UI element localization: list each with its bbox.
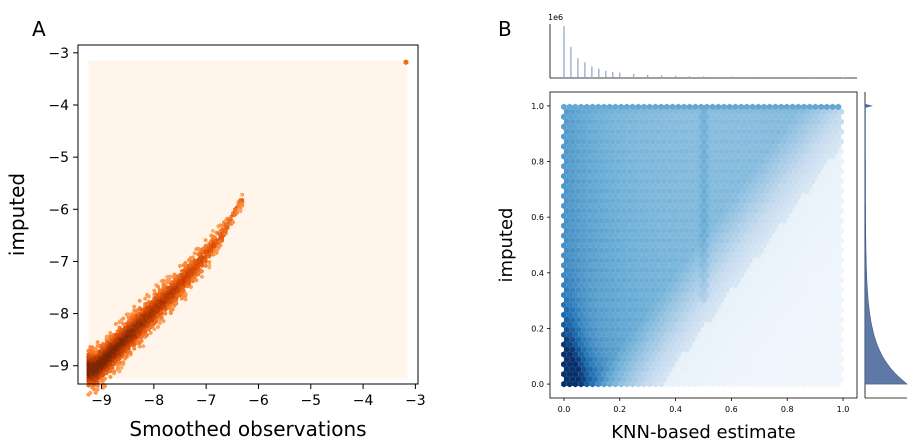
panel-a-x-axis-label: Smoothed observations — [129, 417, 366, 441]
panel-b-top-scale-label: 1e6 — [548, 13, 563, 22]
panel-b-letter: B — [498, 17, 512, 41]
y-tick-label: −7 — [48, 254, 69, 270]
panel-b-hexbins — [561, 104, 844, 388]
panel-a-x-ticks: −9 −8 −7 −6 −5 −4 −3 — [91, 384, 425, 409]
y-tick-label: −8 — [48, 307, 69, 323]
x-tick-label: −8 — [144, 393, 165, 409]
panel-b-top-marginal-histogram — [550, 24, 857, 78]
x-tick-label: 0.0 — [558, 405, 571, 414]
panel-b-right-marginal-histogram — [865, 92, 907, 398]
panel-a-chart: −9 −8 −7 −6 −5 −4 −3 −9 −8 −7 −6 −5 −4 −3 Smoothed o… — [5, 45, 426, 441]
x-tick-label: 0.8 — [781, 405, 794, 414]
panel-a-y-ticks: −9 −8 −7 −6 −5 −4 −3 — [48, 46, 78, 375]
panel-b-y-axis-label: imputed — [496, 208, 517, 283]
y-tick-label: 0.8 — [531, 158, 544, 167]
x-tick-label: 0.6 — [725, 405, 738, 414]
y-tick-label: 0.4 — [531, 269, 544, 278]
panel-b-y-ticks: 0.0 0.2 0.4 0.6 0.8 1.0 — [531, 102, 550, 389]
right-marginal-density — [865, 106, 907, 384]
panel-a-letter: A — [32, 17, 46, 41]
x-tick-label: 1.0 — [837, 405, 850, 414]
right-marginal-spike — [865, 104, 873, 108]
x-tick-label: −6 — [248, 393, 269, 409]
y-tick-label: −5 — [48, 150, 69, 166]
x-tick-label: −9 — [91, 393, 112, 409]
x-tick-label: −3 — [405, 393, 426, 409]
x-tick-label: −4 — [353, 393, 374, 409]
y-tick-label: 0.0 — [531, 380, 544, 389]
panel-a-y-axis-label: imputed — [5, 173, 29, 256]
panel-b-x-ticks: 0.0 0.2 0.4 0.6 0.8 1.0 — [558, 398, 850, 414]
x-tick-label: −5 — [300, 393, 321, 409]
y-tick-label: −3 — [48, 46, 69, 62]
y-tick-label: 0.2 — [531, 324, 544, 333]
y-tick-label: −6 — [48, 202, 69, 218]
x-tick-label: −7 — [196, 393, 217, 409]
panel-b-x-axis-label: KNN-based estimate — [611, 422, 796, 443]
y-tick-label: 1.0 — [531, 102, 544, 111]
y-tick-label: −9 — [48, 359, 69, 375]
panel-b-chart: 0.0 0.2 0.4 0.6 0.8 1.0 0.0 0.2 0.4 0.6 0.8 1.0 KN… — [496, 13, 907, 443]
y-tick-label: 0.6 — [531, 213, 544, 222]
y-tick-label: −4 — [48, 98, 69, 114]
x-tick-label: 0.4 — [669, 405, 682, 414]
x-tick-label: 0.2 — [613, 405, 626, 414]
